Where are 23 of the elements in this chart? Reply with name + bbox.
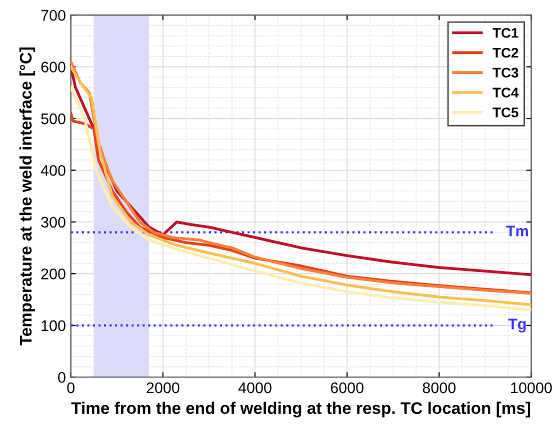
legend-label: TC4 [492,88,519,98]
x-tick-label: 2000 [146,382,180,394]
x-axis-title: Time from the end of welding at the resp. TC location [ms] [71,402,530,418]
y-tick-label: 300 [41,216,66,228]
y-tick-label: 100 [42,320,66,332]
ref-line-label: Tm [506,226,528,236]
y-tick-label: 0 [58,372,66,383]
x-tick-label: 6000 [330,382,364,394]
y-tick-label: 700 [41,10,66,21]
x-tick-label: 8000 [422,382,456,394]
y-tick-label: 500 [41,113,66,124]
x-tick-label: 0 [67,382,75,394]
legend-label: TC3 [492,68,518,78]
y-tick-label: 200 [41,268,66,280]
ref-line-label: Tg [508,318,526,333]
y-axis-title: Temperature at the weld interface [°C] [19,48,35,346]
x-tick-label: 10000 [511,382,552,394]
x-tick-label: 4000 [238,382,272,394]
y-tick-label: 400 [40,165,66,176]
legend-label: TC1 [492,28,518,38]
legend-label: TC5 [492,108,518,118]
y-tick-label: 600 [41,62,66,72]
legend-label: TC2 [492,48,518,58]
